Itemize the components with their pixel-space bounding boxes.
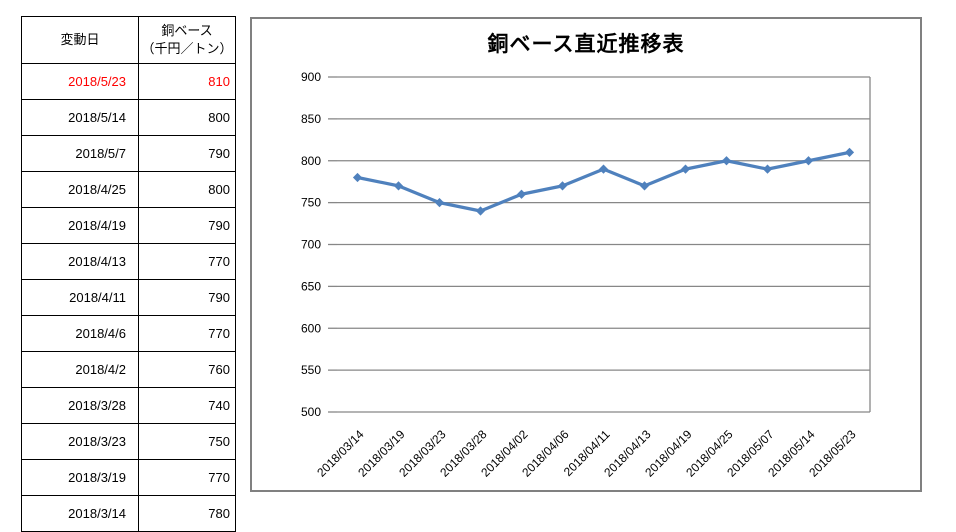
- table-row: 2018/4/25 800: [21, 171, 236, 208]
- price-cell[interactable]: 790: [138, 207, 236, 244]
- table-row: 2018/3/23 750: [21, 423, 236, 460]
- date-cell[interactable]: 2018/4/25: [21, 171, 139, 208]
- y-axis-label: 800: [301, 154, 321, 168]
- y-axis-label: 600: [301, 321, 321, 335]
- data-point-marker: [434, 198, 445, 208]
- table-row: 2018/4/6 770: [21, 315, 236, 352]
- chart[interactable]: 銅ベース直近推移表 500 550 600 650 700 750 800 850 900 201…: [250, 17, 922, 492]
- price-cell[interactable]: 760: [138, 351, 236, 388]
- date-cell[interactable]: 2018/5/14: [21, 99, 139, 136]
- date-cell[interactable]: 2018/4/11: [21, 279, 139, 316]
- price-cell[interactable]: 800: [138, 99, 236, 136]
- table-row: 2018/3/19 770: [21, 459, 236, 496]
- y-axis-label: 550: [301, 363, 321, 377]
- price-cell[interactable]: 740: [138, 387, 236, 424]
- date-cell[interactable]: 2018/4/19: [21, 207, 139, 244]
- y-axis-label: 650: [301, 279, 321, 293]
- date-cell[interactable]: 2018/3/14: [21, 495, 139, 532]
- table-row: 2018/4/13 770: [21, 243, 236, 280]
- data-point-marker: [680, 164, 691, 174]
- data-point-marker: [516, 189, 527, 199]
- col-header-price-line1: 銅ベース: [161, 23, 213, 39]
- y-axis-label: 750: [301, 196, 321, 210]
- data-point-marker: [475, 206, 486, 216]
- table-row: 2018/5/7 790: [21, 135, 236, 172]
- data-point-marker: [598, 164, 609, 174]
- data-point-marker: [721, 156, 732, 166]
- y-axis-label: 500: [301, 405, 321, 419]
- price-cell[interactable]: 770: [138, 243, 236, 280]
- data-point-marker: [803, 156, 814, 166]
- data-point-marker: [762, 164, 773, 174]
- table-row: 2018/4/19 790: [21, 207, 236, 244]
- col-header-price[interactable]: 銅ベース （千円／トン）: [138, 16, 236, 64]
- y-axis-label: 850: [301, 112, 321, 126]
- date-cell[interactable]: 2018/5/7: [21, 135, 139, 172]
- data-point-marker: [352, 172, 363, 183]
- table-row: 2018/5/14 800: [21, 99, 236, 136]
- data-point-marker: [639, 181, 650, 191]
- price-cell[interactable]: 790: [138, 279, 236, 316]
- data-point-marker: [393, 181, 404, 191]
- price-cell[interactable]: 780: [138, 495, 236, 532]
- date-cell[interactable]: 2018/5/23: [21, 63, 139, 100]
- trend-line-chart: 5005506006507007508008509002018/03/14201…: [301, 70, 871, 480]
- col-header-date[interactable]: 変動日: [21, 16, 139, 64]
- date-cell[interactable]: 2018/4/6: [21, 315, 139, 352]
- price-cell[interactable]: 790: [138, 135, 236, 172]
- price-table-body: 2018/5/23 810 2018/5/14 800 2018/5/7 790 2018/…: [21, 63, 236, 532]
- price-cell[interactable]: 800: [138, 171, 236, 208]
- date-cell[interactable]: 2018/3/19: [21, 459, 139, 496]
- price-table: 変動日 銅ベース （千円／トン） 2018/5/23 810 2018/5/14 80…: [21, 16, 236, 532]
- date-cell[interactable]: 2018/3/23: [21, 423, 139, 460]
- date-cell[interactable]: 2018/3/28: [21, 387, 139, 424]
- data-point-marker: [557, 181, 568, 191]
- price-cell[interactable]: 810: [138, 63, 236, 100]
- table-row: 2018/4/2 760: [21, 351, 236, 388]
- price-cell[interactable]: 770: [138, 459, 236, 496]
- price-cell[interactable]: 770: [138, 315, 236, 352]
- chart-title: 銅ベース直近推移表: [487, 33, 685, 56]
- table-row: 2018/3/28 740: [21, 387, 236, 424]
- col-header-price-line2: （千円／トン）: [141, 41, 233, 56]
- y-axis-label: 900: [301, 70, 321, 84]
- table-row: 2018/4/11 790: [21, 279, 236, 316]
- data-point-marker: [844, 147, 855, 157]
- table-row: 2018/3/14 780: [21, 495, 236, 532]
- date-cell[interactable]: 2018/4/2: [21, 351, 139, 388]
- table-header-row: 変動日 銅ベース （千円／トン）: [21, 16, 236, 64]
- price-cell[interactable]: 750: [138, 423, 236, 460]
- table-row: 2018/5/23 810: [21, 63, 236, 100]
- y-axis-label: 700: [301, 238, 321, 252]
- date-cell[interactable]: 2018/4/13: [21, 243, 139, 280]
